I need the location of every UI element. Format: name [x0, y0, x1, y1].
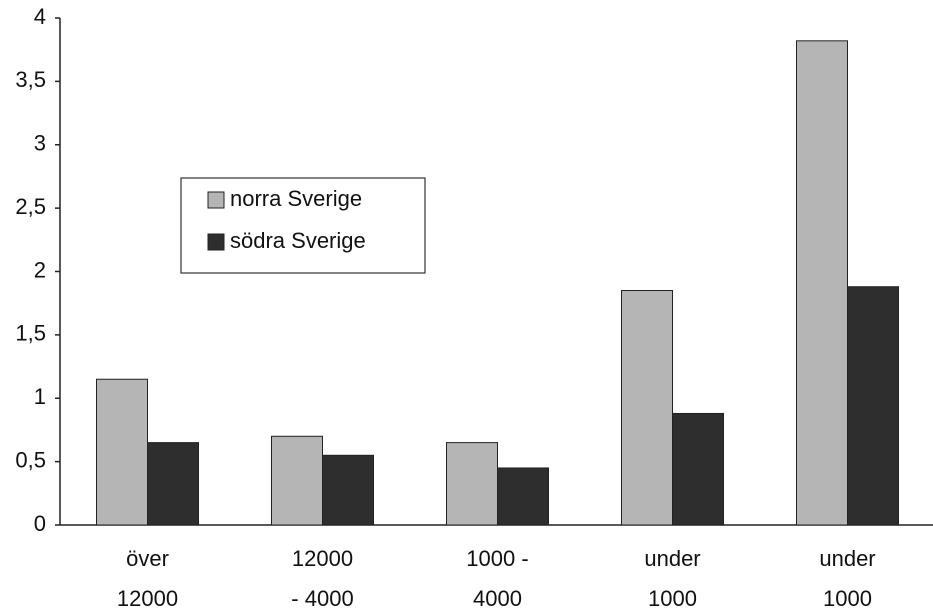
y-tick-label: 0,5	[15, 447, 46, 472]
x-tick-label: under	[644, 546, 700, 571]
bar	[847, 286, 899, 526]
x-tick-label: 4000	[473, 586, 522, 609]
bar	[497, 467, 549, 526]
y-tick-label: 0	[34, 511, 46, 536]
legend-label: norra Sverige	[230, 186, 362, 211]
x-tick-label: - 4000	[291, 586, 353, 609]
y-tick-label: 4	[34, 4, 46, 29]
legend-swatch	[207, 191, 225, 209]
y-tick-label: 2	[34, 257, 46, 282]
x-tick-label: 12000	[117, 586, 178, 609]
bar	[147, 442, 199, 526]
x-tick-label: 1000 -	[466, 546, 528, 571]
x-tick-label: 12000	[292, 546, 353, 571]
legend-swatch	[207, 233, 225, 251]
y-tick-label: 1,5	[15, 321, 46, 346]
bar	[796, 40, 848, 526]
bar	[672, 412, 724, 526]
y-tick-label: 2,5	[15, 194, 46, 219]
y-tick-label: 1	[34, 384, 46, 409]
x-tick-label: över	[126, 546, 169, 571]
bar	[446, 442, 498, 526]
y-tick-label: 3,5	[15, 67, 46, 92]
x-tick-label: 1000	[823, 586, 872, 609]
legend-label: södra Sverige	[230, 228, 366, 253]
y-tick-label: 3	[34, 131, 46, 156]
bar	[271, 435, 323, 526]
bar	[322, 454, 374, 526]
bar	[621, 290, 673, 526]
x-tick-label: 1000	[648, 586, 697, 609]
x-tick-label: under	[819, 546, 875, 571]
bar	[96, 378, 148, 526]
